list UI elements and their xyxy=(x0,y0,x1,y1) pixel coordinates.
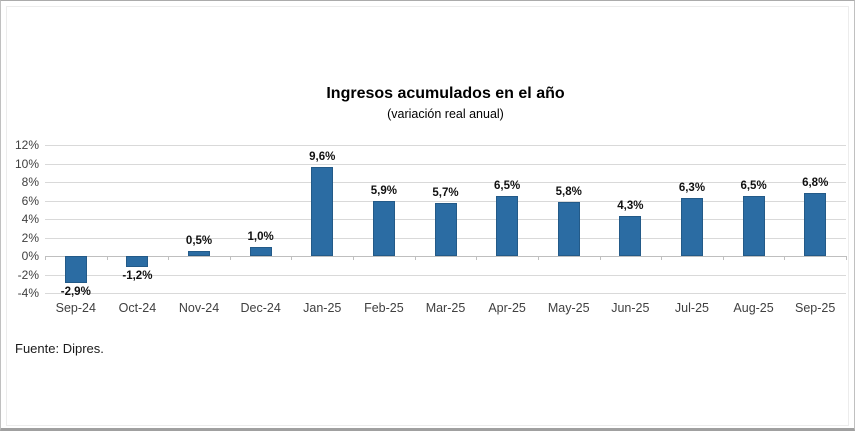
x-axis-category-label: Nov-24 xyxy=(178,301,220,315)
bar-Jul-25 xyxy=(680,197,703,256)
bar-Jan-25 xyxy=(311,167,334,256)
x-axis-category-label: Aug-25 xyxy=(733,301,774,315)
data-label: 5,7% xyxy=(432,187,459,200)
x-axis-tick xyxy=(476,256,478,260)
y-gridline xyxy=(45,182,846,183)
y-gridline xyxy=(45,274,846,276)
x-axis-category-label: Sep-25 xyxy=(795,301,836,315)
x-axis-line xyxy=(45,256,846,257)
bar-Apr-25 xyxy=(496,195,519,256)
y-axis-tick-label: -2% xyxy=(17,267,39,282)
data-label: 0,5% xyxy=(185,235,213,248)
y-gridline xyxy=(45,163,846,165)
y-axis-tick-label: 8% xyxy=(21,175,39,189)
data-label: 6,3% xyxy=(678,181,706,194)
y-axis-tick-label: 6% xyxy=(21,193,39,208)
x-axis-category-label: Feb-25 xyxy=(364,301,404,315)
x-axis-tick xyxy=(168,256,170,260)
x-axis-tick xyxy=(599,256,601,260)
data-label: 9,6% xyxy=(309,151,336,164)
plot-area: 12% 10% 8% 6% 4% 2% 0% -2% -4% -2,9% Sep-24 -1,2% Oc… xyxy=(15,138,847,315)
x-axis-category-label: Jul-25 xyxy=(674,301,709,315)
bar-Feb-25 xyxy=(372,201,395,256)
data-label: 5,9% xyxy=(370,185,397,198)
bar-Sep-24 xyxy=(64,256,87,283)
x-axis-tick xyxy=(846,256,847,260)
x-axis-tick xyxy=(291,256,293,260)
data-label: 6,5% xyxy=(740,179,767,192)
data-label: -2,9% xyxy=(60,285,91,298)
x-axis-category-label: Jun-25 xyxy=(611,301,650,315)
y-axis-tick-label: -4% xyxy=(17,286,39,300)
x-axis-tick xyxy=(414,256,416,260)
data-label: 6,5% xyxy=(494,179,521,192)
bar-May-25 xyxy=(557,202,580,256)
x-axis-tick xyxy=(722,256,724,260)
x-axis-category-label: Dec-24 xyxy=(240,301,281,315)
bar-Mar-25 xyxy=(434,203,457,256)
y-gridline xyxy=(45,200,846,202)
data-label: 1,0% xyxy=(247,230,274,243)
data-label: 5,8% xyxy=(555,186,582,199)
x-axis-tick xyxy=(229,256,231,260)
x-axis-tick xyxy=(661,256,663,260)
bar-Dec-24 xyxy=(249,246,272,256)
chart-title: Ingresos acumulados en el año xyxy=(326,85,565,102)
data-label: 6,8% xyxy=(802,177,829,190)
bar-Aug-25 xyxy=(742,195,765,256)
y-axis-tick-label: 4% xyxy=(21,212,39,226)
bar-Oct-24 xyxy=(126,256,149,268)
x-axis-category-label: Oct-24 xyxy=(118,301,157,315)
x-axis-tick xyxy=(537,256,539,260)
x-axis-tick xyxy=(106,256,108,260)
x-axis-tick xyxy=(45,256,46,260)
y-axis-tick-label: 0% xyxy=(21,249,39,263)
x-axis-tick xyxy=(784,256,786,260)
y-axis-tick-label: 12% xyxy=(14,138,39,152)
data-label: 4,3% xyxy=(617,200,644,213)
x-axis-category-label: Mar-25 xyxy=(425,301,466,315)
y-gridline xyxy=(45,145,846,146)
y-gridline xyxy=(45,293,846,294)
bar-Jun-25 xyxy=(619,216,642,256)
chart-subtitle: (variación real anual) xyxy=(387,107,504,121)
x-axis-category-label: Apr-25 xyxy=(488,301,526,315)
x-axis-category-label: Jan-25 xyxy=(303,301,342,315)
bar-Sep-25 xyxy=(804,193,827,256)
bar-Nov-24 xyxy=(188,251,211,256)
x-axis-category-label: May-25 xyxy=(547,301,590,315)
x-axis-category-label: Sep-24 xyxy=(55,301,96,315)
y-axis-tick-label: 10% xyxy=(14,156,39,171)
data-label: -1,2% xyxy=(122,270,153,283)
y-axis-tick-label: 2% xyxy=(21,230,39,245)
x-axis-tick xyxy=(353,256,355,260)
source-note: Fuente: Dipres. xyxy=(15,341,104,356)
